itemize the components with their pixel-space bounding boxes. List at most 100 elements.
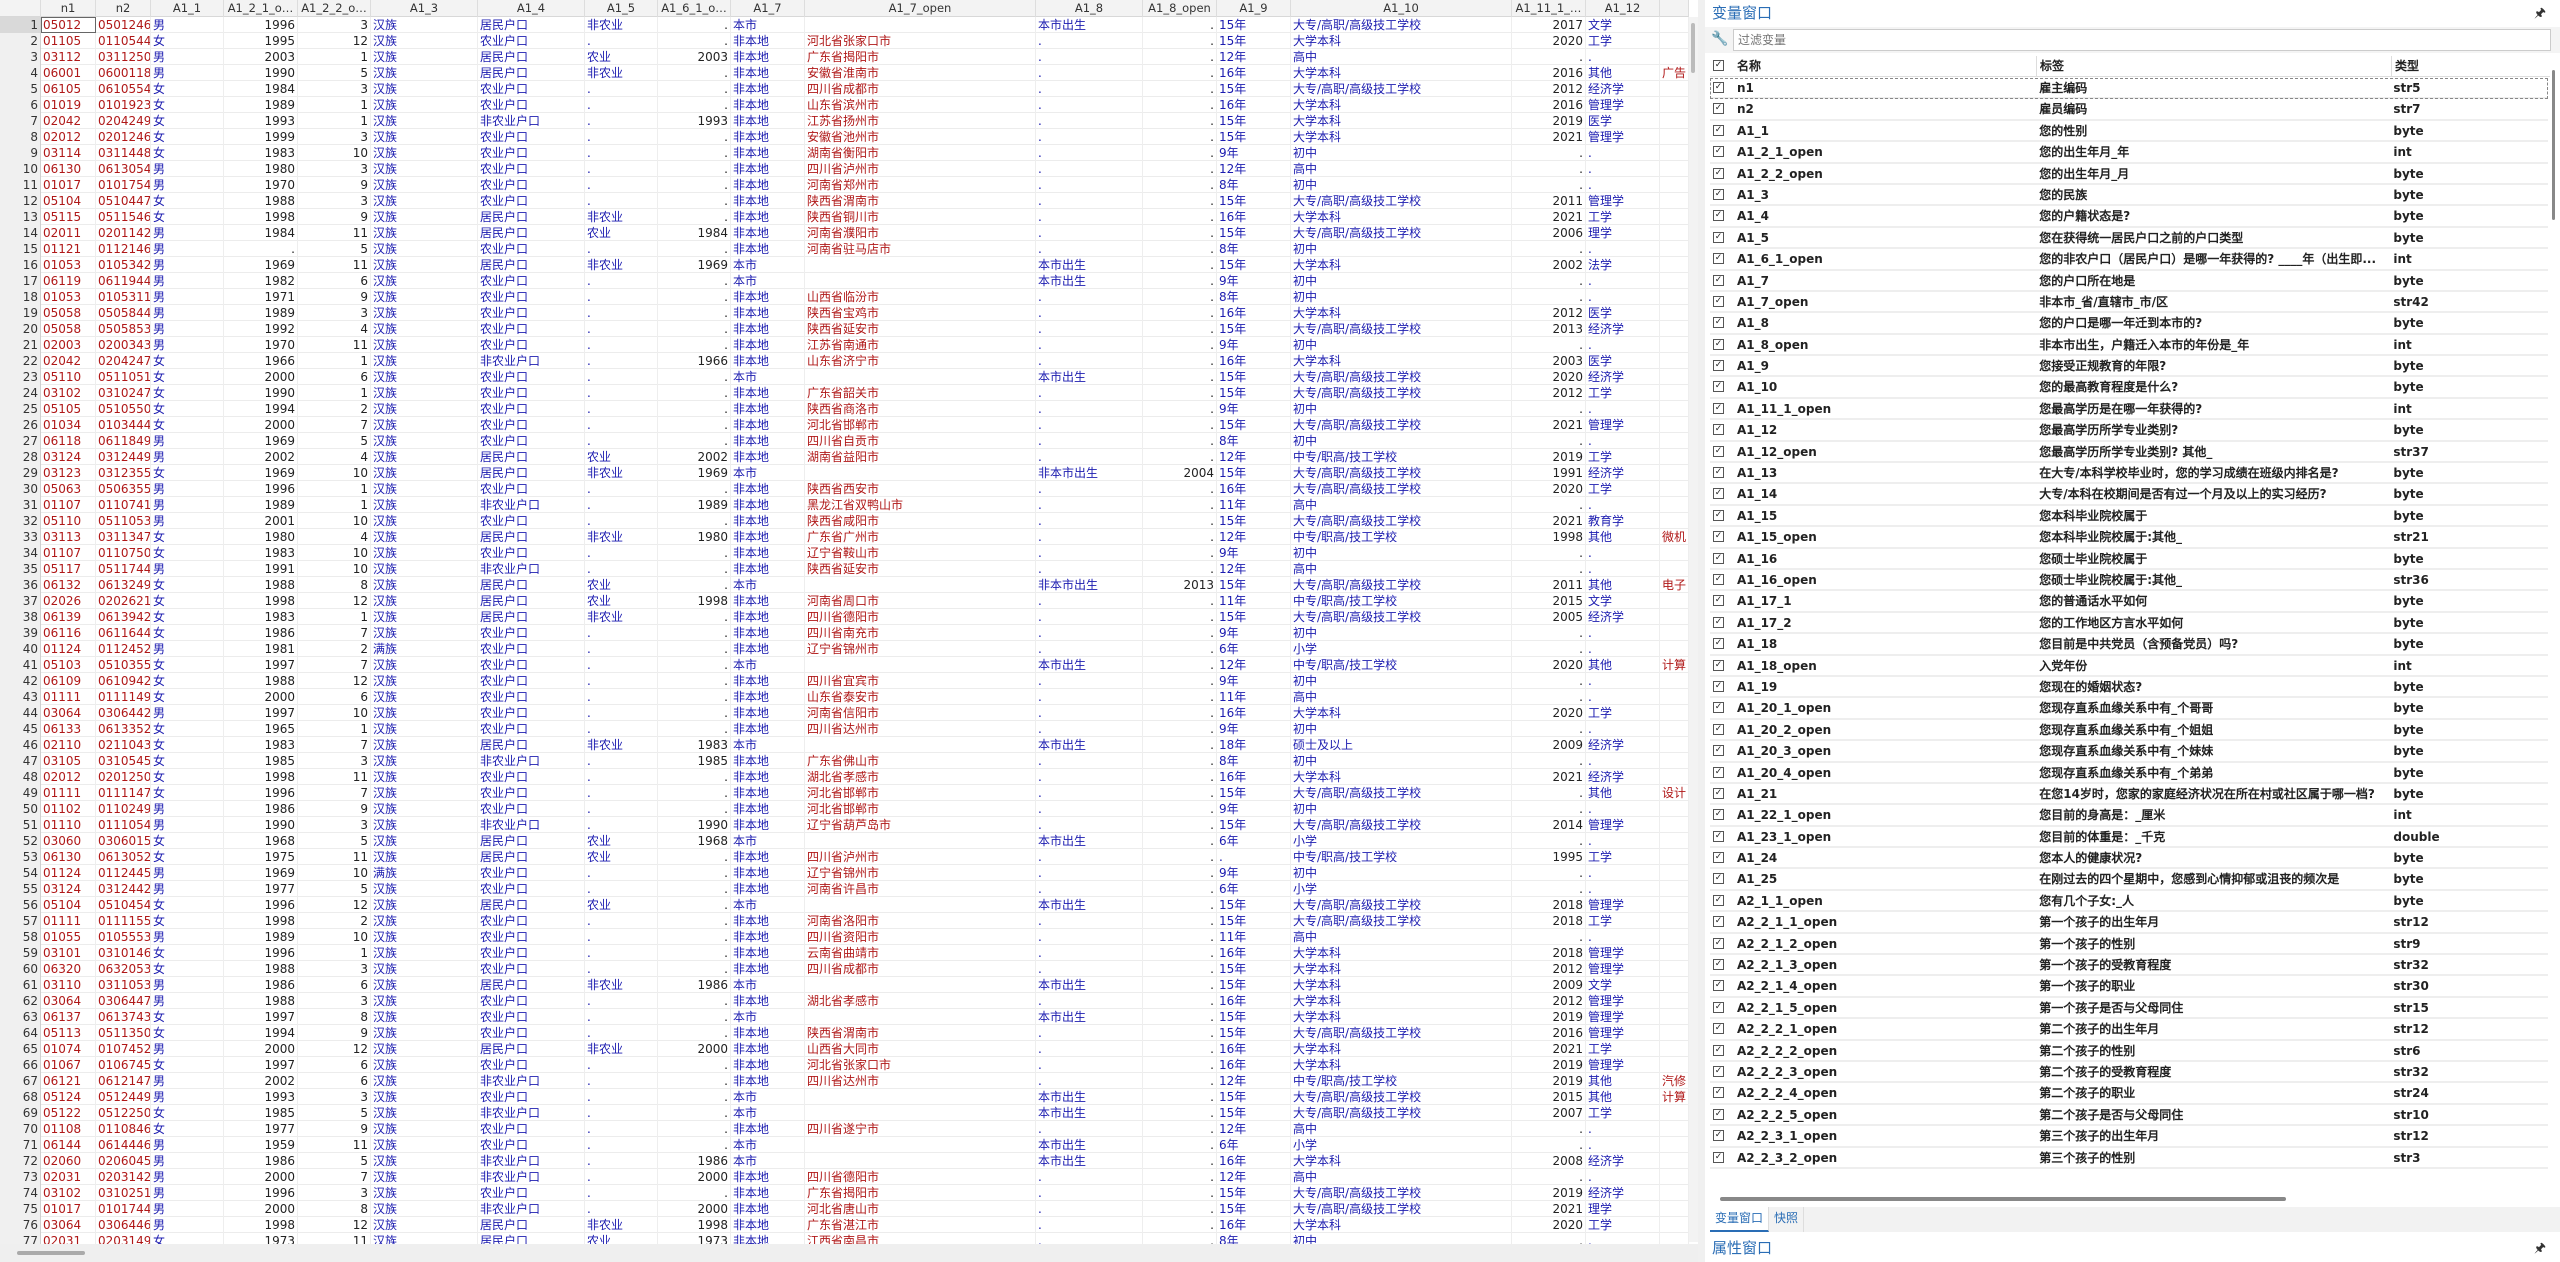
data-cell[interactable]: . [1036, 961, 1143, 977]
data-cell[interactable]: 男 [151, 513, 224, 529]
data-cell[interactable]: 2013 [1512, 321, 1586, 337]
data-cell[interactable]: . [1036, 1201, 1143, 1217]
data-cell[interactable]: . [1512, 1121, 1586, 1137]
variable-row[interactable]: ✓ A2_2_1_5_open 第一个孩子是否与父母同住 str15 [1710, 998, 2548, 1020]
data-cell[interactable]: . [1036, 769, 1143, 785]
data-cell[interactable]: . [1143, 241, 1217, 257]
data-cell[interactable]: 农业户口 [478, 433, 585, 449]
data-cell[interactable]: 1981 [224, 641, 298, 657]
data-cell[interactable]: 2012 [1512, 385, 1586, 401]
data-cell[interactable] [1660, 625, 1689, 641]
data-cell[interactable]: . [658, 305, 731, 321]
variable-row[interactable]: ✓ A1_12 您最高学历所学专业类别? byte [1710, 420, 2548, 442]
data-cell[interactable]: 大专/高职/高级技工学校 [1291, 913, 1512, 929]
data-cell[interactable]: . [1143, 689, 1217, 705]
data-cell[interactable]: 工学 [1586, 385, 1660, 401]
data-cell[interactable]: 中专/职高/技工学校 [1291, 657, 1512, 673]
data-cell[interactable]: 非农业户口 [478, 1201, 585, 1217]
data-cell[interactable]: . [585, 273, 658, 289]
data-cell[interactable]: 1986 [224, 625, 298, 641]
data-cell[interactable]: . [658, 1089, 731, 1105]
data-cell[interactable]: 非本地 [731, 689, 805, 705]
data-cell[interactable]: 12年 [1217, 449, 1291, 465]
data-cell[interactable]: 0510355 [98, 657, 151, 673]
data-cell[interactable]: 理学 [1586, 1201, 1660, 1217]
data-cell[interactable]: . [585, 369, 658, 385]
data-cell[interactable]: . [658, 545, 731, 561]
data-cell[interactable]: 0106745 [98, 1057, 151, 1073]
data-cell[interactable]: 05063 [41, 481, 96, 497]
data-cell[interactable]: 中专/职高/技工学校 [1291, 529, 1512, 545]
data-cell[interactable]: . [1036, 337, 1143, 353]
data-cell[interactable]: 2016 [1512, 1025, 1586, 1041]
data-cell[interactable]: 文学 [1586, 977, 1660, 993]
data-cell[interactable]: 9 [298, 177, 371, 193]
data-cell[interactable]: . [1512, 273, 1586, 289]
data-cell[interactable]: 山西省临汾市 [805, 289, 1036, 305]
data-cell[interactable]: . [585, 289, 658, 305]
variable-row[interactable]: ✓ A2_2_2_4_open 第二个孩子的职业 str24 [1710, 1083, 2548, 1105]
data-cell[interactable]: 本市 [731, 897, 805, 913]
data-cell[interactable]: 1966 [224, 353, 298, 369]
data-cell[interactable]: . [1143, 1121, 1217, 1137]
data-cell[interactable]: . [658, 801, 731, 817]
variable-checkbox[interactable]: ✓ [1710, 506, 1734, 525]
data-cell[interactable]: . [1586, 497, 1660, 513]
data-cell[interactable] [1660, 145, 1689, 161]
data-cell[interactable]: 1975 [224, 849, 298, 865]
data-cell[interactable]: 非本地 [731, 225, 805, 241]
data-cell[interactable]: . [1586, 929, 1660, 945]
variable-row[interactable]: ✓ A1_8 您的户口是哪一年迁到本市的? byte [1710, 313, 2548, 335]
data-cell[interactable]: 1998 [224, 913, 298, 929]
data-cell[interactable]: . [1143, 881, 1217, 897]
data-cell[interactable]: 农业户口 [478, 177, 585, 193]
data-cell[interactable]: 非农业户口 [478, 1105, 585, 1121]
data-cell[interactable]: 10 [298, 705, 371, 721]
data-cell[interactable]: . [1036, 609, 1143, 625]
data-cell[interactable] [1660, 257, 1689, 273]
data-cell[interactable]: 大学本科 [1291, 769, 1512, 785]
data-cell[interactable]: 汉族 [371, 161, 478, 177]
data-cell[interactable] [1660, 689, 1689, 705]
data-cell[interactable]: 0112146 [98, 241, 151, 257]
data-cell[interactable]: 3 [298, 305, 371, 321]
data-cell[interactable]: 汉族 [371, 465, 478, 481]
data-cell[interactable] [1660, 881, 1689, 897]
data-cell[interactable]: . [585, 337, 658, 353]
data-cell[interactable]: 女 [151, 657, 224, 673]
data-cell[interactable]: 四川省资阳市 [805, 929, 1036, 945]
data-cell[interactable] [1660, 929, 1689, 945]
data-cell[interactable]: 江苏省南通市 [805, 337, 1036, 353]
column-header[interactable]: A1_5 [585, 0, 658, 17]
data-cell[interactable]: 2012 [1512, 305, 1586, 321]
data-cell[interactable]: 2015 [1512, 1089, 1586, 1105]
data-cell[interactable]: 0611644 [98, 625, 151, 641]
data-cell[interactable]: 经济学 [1586, 769, 1660, 785]
data-cell[interactable]: 大学本科 [1291, 1153, 1512, 1169]
data-cell[interactable] [1660, 385, 1689, 401]
data-cell[interactable]: . [1036, 65, 1143, 81]
row-number[interactable]: 51 [0, 817, 41, 833]
data-cell[interactable]: . [658, 81, 731, 97]
data-cell[interactable]: . [1586, 753, 1660, 769]
data-cell[interactable]: 1997 [224, 705, 298, 721]
data-cell[interactable]: 06130 [41, 849, 96, 865]
data-cell[interactable]: 农业户口 [478, 1121, 585, 1137]
variable-checkbox[interactable]: ✓ [1710, 677, 1734, 696]
data-cell[interactable]: . [1036, 513, 1143, 529]
column-header[interactable]: A1_7 [731, 0, 805, 17]
data-cell[interactable]: 本市出生 [1036, 833, 1143, 849]
row-number[interactable]: 55 [0, 881, 41, 897]
data-cell[interactable]: . [1036, 945, 1143, 961]
data-cell[interactable]: 汉族 [371, 1185, 478, 1201]
data-cell[interactable]: 辽宁省葫芦岛市 [805, 817, 1036, 833]
data-cell[interactable]: . [1143, 1185, 1217, 1201]
data-cell[interactable]: 汉族 [371, 529, 478, 545]
data-cell[interactable]: 农业户口 [478, 1137, 585, 1153]
data-cell[interactable]: . [1512, 561, 1586, 577]
data-cell[interactable]: . [1586, 161, 1660, 177]
data-cell[interactable]: 本市出生 [1036, 17, 1143, 33]
data-cell[interactable]: 非农业 [585, 977, 658, 993]
data-cell[interactable]: 5 [298, 833, 371, 849]
data-cell[interactable]: 汉族 [371, 737, 478, 753]
